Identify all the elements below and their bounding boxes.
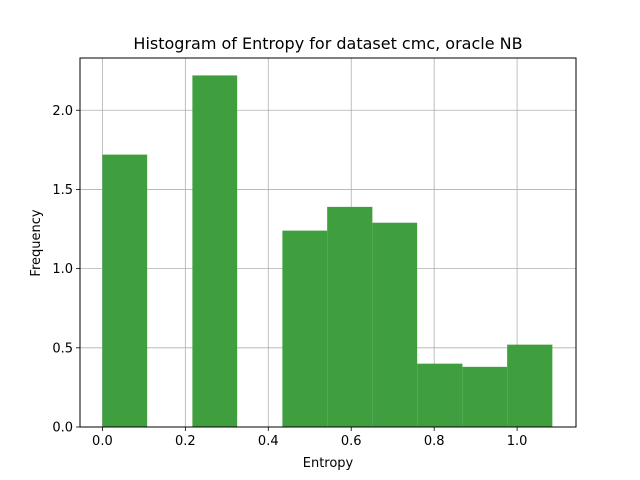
x-tick-label: 0.8 [424,434,445,449]
grid [80,58,576,428]
x-axis-ticks: 0.0 0.2 0.4 0.6 0.8 1.0 [92,427,527,449]
x-axis-label: Entropy [303,456,354,471]
histogram-bar [327,206,373,427]
histogram-bar [462,366,508,427]
y-tick-label: 0.0 [52,421,73,436]
y-axis-label: Frequency [29,209,44,276]
histogram-bar [372,222,418,427]
y-axis-ticks: 0.0 0.5 1.0 1.5 2.0 [52,104,80,436]
y-tick-label: 0.5 [52,341,73,356]
histogram-bar [507,344,553,427]
x-tick-label: 0.4 [258,434,279,449]
histogram-bar [102,154,148,427]
histogram-bar [282,230,328,427]
y-tick-label: 1.5 [52,183,73,198]
x-tick-label: 0.2 [175,434,196,449]
x-tick-label: 0.6 [341,434,362,449]
histogram-bar [192,75,238,428]
plot-frame [79,57,577,428]
x-tick-label: 0.0 [92,434,113,449]
bars [102,75,553,428]
x-tick-label: 1.0 [507,434,528,449]
y-tick-label: 1.0 [52,262,73,277]
chart-title: Histogram of Entropy for dataset cmc, or… [133,34,522,53]
histogram-bar [417,363,463,427]
y-tick-label: 2.0 [52,104,73,119]
